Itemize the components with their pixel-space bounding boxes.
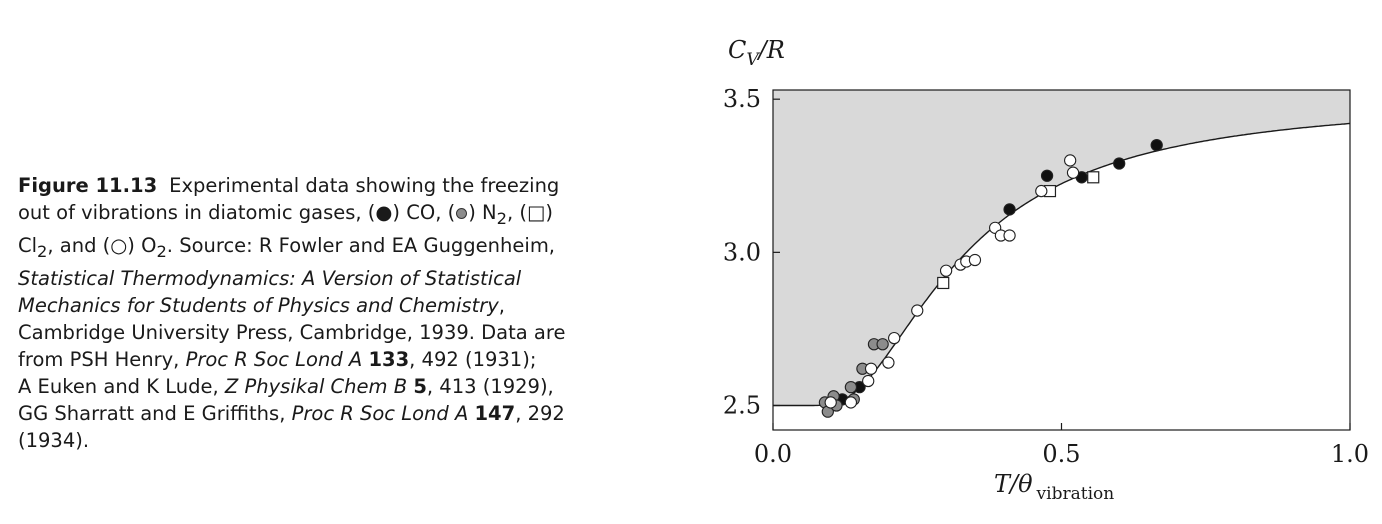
y-axis-label: CV/R [728,36,785,70]
x-tick-label: 1.0 [1331,440,1369,468]
caption-line-3: Cl2, and (○) O2. Source: R Fowler and EA… [18,233,556,261]
figure-label: Figure 11.13 [18,174,158,197]
o2-point [1035,184,1048,198]
y-tick-label: 3.0 [723,238,761,266]
caption-line-9: GG Sharratt and E Griffiths, Proc R Soc … [18,401,565,425]
gray-circle-icon [456,208,468,219]
x-axis-label: T/θ vibration [994,470,1114,504]
o2-point [844,396,858,409]
o2-point [824,396,837,409]
o2-point [1066,166,1080,179]
cl2-point [937,276,950,290]
o2-point [1003,229,1016,242]
n2-point [844,380,858,394]
caption-line-8: A Euken and K Lude, Z Physikal Chem B 5,… [18,374,554,398]
caption-line-6: Cambridge University Press, Cambridge, 1… [18,320,566,344]
co-point [1150,138,1163,152]
data-points [818,138,1163,418]
o2-point [882,356,895,369]
co-point [1040,169,1054,182]
heat-capacity-chart: 0.0 0.5 1.0 2.5 3.0 3.5 CV/R T/θ vibration [723,36,1369,504]
co-point [1113,157,1126,170]
tick-labels: 0.0 0.5 1.0 2.5 3.0 3.5 [723,85,1369,468]
caption-line-4: Statistical Thermodynamics: A Version of… [18,266,522,290]
x-tick-label: 0.0 [754,440,792,468]
o2-point [888,331,901,345]
co-point [1003,203,1016,216]
o2-point [911,304,924,317]
o2-point [968,253,982,267]
o2-point [862,374,875,388]
o2-point [1064,154,1077,167]
caption-line-2: out of vibrations in diatomic gases, (●)… [18,201,554,228]
y-tick-label: 3.5 [723,85,761,113]
caption-line-1: Figure 11.13 Experimental data showing th… [18,174,560,197]
caption-line-10: (1934). [18,428,90,452]
caption-line-5: Mechanics for Students of Physics and Ch… [18,293,505,317]
o2-point [939,264,953,277]
caption-line-7: from PSH Henry, Proc R Soc Lond A 133, 4… [18,347,537,371]
cl2-point [1087,171,1100,184]
n2-point [876,338,889,351]
x-tick-label: 0.5 [1042,440,1080,468]
y-tick-label: 2.5 [723,391,761,419]
shaded-region [773,90,1350,406]
o2-point [864,362,878,375]
figure-caption: Figure 11.13 Experimental data showing th… [18,172,668,454]
